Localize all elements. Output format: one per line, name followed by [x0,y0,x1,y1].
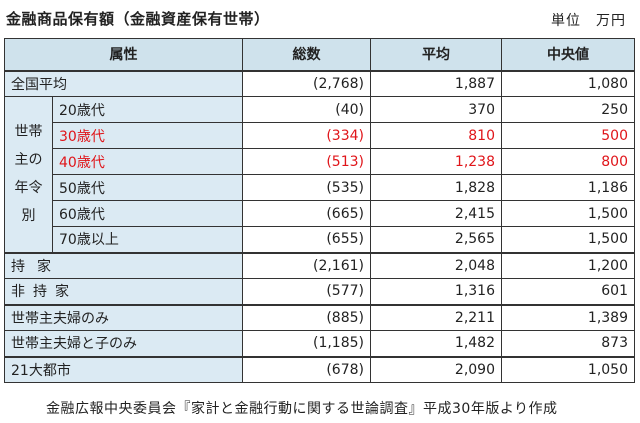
cell-total: (1,185) [242,330,371,357]
header-attribute: 属性 [4,38,243,72]
table-row-highlight: 40歳代 (513) 1,238 800 [5,148,635,175]
cell-average: 2,211 [370,303,502,331]
row-label: 世帯主夫婦のみ [4,303,243,331]
table-row: 50歳代 (535) 1,828 1,186 [5,174,635,201]
table-row: 60歳代 (665) 2,415 1,500 [5,200,635,227]
age-group-label: 世帯 主の 年令 別 [4,96,53,253]
group-label-line: 世帯 [14,124,43,141]
cell-average: 1,482 [370,330,502,357]
cell-median: 601 [501,278,635,305]
row-label: 全国平均 [4,70,243,97]
table-row: 世帯主夫婦と子のみ (1,185) 1,482 873 [4,330,635,357]
cell-average: 1,887 [370,70,502,97]
row-label: 世帯主夫婦と子のみ [4,330,243,357]
cell-total: (885) [242,303,371,331]
cell-median: 1,500 [501,200,635,227]
header-average: 平均 [370,38,502,72]
group-label-line: 主の [14,152,43,169]
cell-median: 1,080 [501,70,635,97]
header-median: 中央値 [501,38,635,72]
cell-total: (655) [242,226,371,253]
group-label-line: 年令 [14,180,43,197]
cell-total: (2,768) [242,70,371,97]
cell-median: 800 [501,148,635,175]
cell-total: (40) [242,96,371,123]
row-label: 70歳以上 [52,226,243,253]
cell-median: 1,050 [501,355,635,383]
table-row: 21大都市 (678) 2,090 1,050 [4,355,635,383]
table-row: 全国平均 (2,768) 1,887 1,080 [4,70,635,97]
row-label: 40歳代 [52,148,243,175]
table-title: 金融商品保有額（金融資産保有世帯） [6,10,270,28]
row-label: 60歳代 [52,200,243,227]
cell-average: 810 [370,122,502,149]
table-row: 非持家 (577) 1,316 601 [4,278,635,305]
table-row-highlight: 30歳代 (334) 810 500 [5,122,635,149]
unit-label: 単位 万円 [551,13,626,29]
cell-median: 1,200 [501,251,635,279]
row-label: 非持家 [4,278,243,305]
cell-average: 2,048 [370,251,502,279]
row-label: 50歳代 [52,174,243,201]
cell-median: 873 [501,330,635,357]
cell-average: 2,565 [370,226,502,253]
cell-median: 1,500 [501,226,635,253]
row-label: 20歳代 [52,96,243,123]
cell-median: 500 [501,122,635,149]
cell-average: 2,090 [370,355,502,383]
cell-total: (535) [242,174,371,201]
cell-average: 1,238 [370,148,502,175]
cell-median: 250 [501,96,635,123]
cell-median: 1,389 [501,303,635,331]
cell-median: 1,186 [501,174,635,201]
financial-assets-table: 属性 総数 平均 中央値 全国平均 (2,768) 1,887 1,080 世帯… [4,38,635,383]
row-label: 21大都市 [4,355,243,383]
header-total: 総数 [242,38,371,72]
source-note: 金融広報中央委員会『家計と金融行動に関する世論調査』平成30年版より作成 [46,401,558,417]
table-row: 世帯 主の 年令 別 20歳代 (40) 370 250 [4,96,635,253]
row-label: 持家 [4,251,243,279]
cell-total: (513) [242,148,371,175]
cell-total: (577) [242,278,371,305]
cell-average: 2,415 [370,200,502,227]
table-row: 持家 (2,161) 2,048 1,200 [4,251,635,279]
header-row: 属性 総数 平均 中央値 [4,38,635,72]
cell-total: (334) [242,122,371,149]
cell-total: (665) [242,200,371,227]
row-label: 30歳代 [52,122,243,149]
table-row: 70歳以上 (655) 2,565 1,500 [5,226,635,253]
group-label-line: 別 [21,208,36,225]
cell-average: 1,316 [370,278,502,305]
cell-total: (678) [242,355,371,383]
table-row: 世帯主夫婦のみ (885) 2,211 1,389 [4,303,635,331]
cell-total: (2,161) [242,251,371,279]
cell-average: 370 [370,96,502,123]
cell-average: 1,828 [370,174,502,201]
